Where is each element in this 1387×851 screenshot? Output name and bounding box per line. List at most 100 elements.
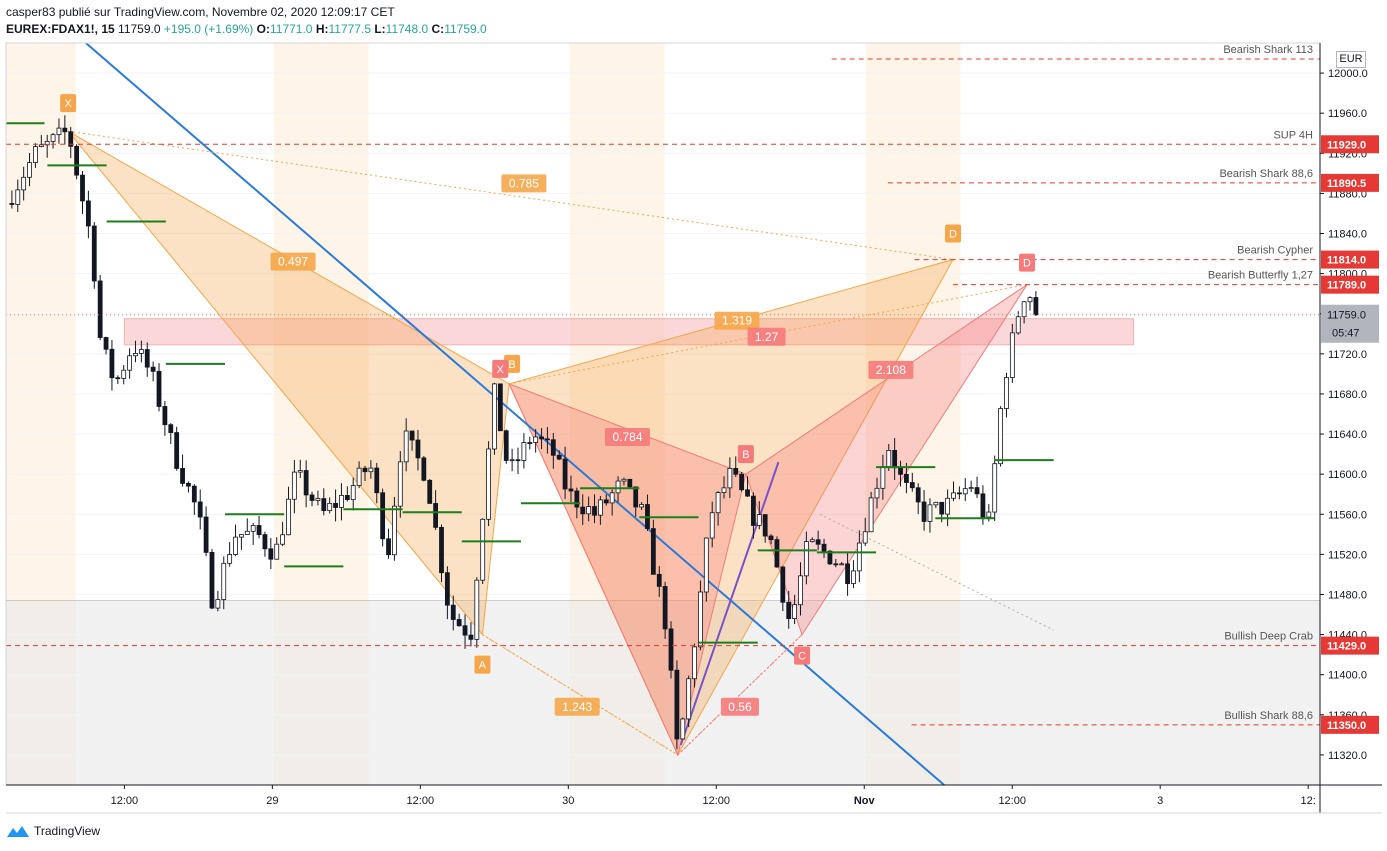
candle-body — [344, 495, 350, 500]
candle-body — [103, 337, 109, 350]
ratio-label-box — [604, 428, 650, 447]
price-tag-box — [1321, 135, 1379, 154]
candle-body — [450, 604, 456, 620]
price-level-label: Bullish Shark 88,6 — [1224, 710, 1313, 722]
candle-body — [751, 495, 756, 526]
pattern-ac-line — [677, 634, 803, 756]
price-tag-text: 11814.0 — [1327, 255, 1366, 267]
candle-body — [74, 145, 80, 176]
price-tag-text: 11350.0 — [1327, 720, 1366, 732]
y-tick-label: 11600.0 — [1328, 469, 1367, 481]
y-tick-label: 11680.0 — [1328, 389, 1367, 401]
y-tick-label: 11400.0 — [1328, 670, 1367, 682]
candle-body — [239, 534, 244, 538]
candle-body — [868, 497, 874, 533]
candle-body — [444, 572, 450, 606]
candle-body — [91, 225, 97, 282]
candle-body — [1021, 301, 1027, 318]
candle-body — [162, 406, 168, 426]
price-tag-text: 11929.0 — [1327, 139, 1366, 151]
candle-body — [468, 634, 474, 640]
candle-body — [362, 467, 368, 473]
y-tick-label: 11480.0 — [1328, 589, 1367, 601]
high-key: H: — [315, 22, 329, 36]
candle-body — [980, 493, 986, 518]
x-tick-label: 12:00 — [407, 795, 435, 807]
pattern-point-label: C — [794, 646, 811, 665]
candle-body — [851, 570, 856, 585]
last-price-tag: 11759.0 05:47 — [1321, 304, 1379, 343]
candle-body — [621, 478, 627, 482]
candle-body — [121, 369, 127, 379]
candle-body — [233, 536, 238, 555]
candles — [9, 115, 1039, 750]
candle-body — [550, 439, 556, 456]
candle-body — [627, 478, 633, 488]
candle-body — [156, 370, 162, 407]
pattern-point-text: B — [508, 359, 515, 371]
price-level-label: Bearish Shark 88,6 — [1219, 168, 1313, 180]
candle-body — [956, 492, 962, 495]
price-tag: 11429.0 — [1321, 636, 1379, 655]
ratio-label: 2.108 — [868, 360, 914, 379]
candle-body — [597, 499, 603, 516]
x-tick-label: 3 — [1157, 795, 1163, 807]
candle-body — [9, 203, 15, 205]
pattern-point-label: X — [492, 359, 509, 378]
candle-body — [703, 537, 709, 593]
pattern-point-label: A — [474, 655, 491, 674]
candle-body — [274, 543, 280, 560]
demand-zone — [6, 600, 1320, 785]
candle-body — [774, 539, 780, 568]
candle-body — [415, 439, 421, 459]
candle-body — [474, 579, 480, 640]
candle-body — [215, 599, 221, 609]
price-tag-box — [1321, 275, 1379, 294]
ratio-label-box — [714, 311, 760, 330]
y-tick-label: 11640.0 — [1328, 429, 1367, 441]
candle-body — [568, 488, 574, 492]
candle-body — [686, 678, 692, 720]
candle-body — [497, 383, 503, 432]
candle-body — [880, 466, 886, 489]
plot-area: 1.618(11934.0)1.272(11829.5)1(11747.0)0.… — [6, 0, 1320, 785]
candle-body — [439, 526, 444, 574]
fib-level-label: 1(11747.0) — [660, 0, 712, 3]
candle-body — [886, 449, 892, 468]
symbol-label[interactable]: EUREX:FDAX1!, 15 — [6, 22, 115, 36]
candle-body — [309, 494, 315, 501]
candle-body — [580, 506, 586, 515]
ratio-label: 1.319 — [714, 311, 760, 330]
tradingview-logo: TradingView — [6, 824, 100, 838]
pattern-point-text: B — [742, 449, 749, 461]
candle-body — [286, 498, 291, 536]
price-tag: 11350.0 — [1321, 715, 1379, 734]
candle-body — [603, 499, 609, 504]
high-value: 11777.5 — [328, 22, 372, 36]
y-tick-label: 12000.0 — [1328, 68, 1368, 80]
candle-body — [821, 543, 827, 552]
candle-body — [339, 495, 344, 508]
y-tick-label: 11840.0 — [1328, 229, 1367, 241]
candle-body — [768, 535, 774, 541]
pattern-point-box — [945, 224, 962, 243]
candle-body — [97, 280, 103, 338]
candle-body — [433, 503, 439, 528]
candle-body — [368, 467, 374, 473]
candle-body — [656, 573, 662, 587]
candle-body — [38, 144, 44, 147]
ratio-label: 1.27 — [747, 327, 786, 346]
candle-body — [333, 502, 338, 508]
candle-body — [515, 459, 521, 462]
candle-body — [33, 146, 38, 164]
candle-body — [945, 497, 951, 515]
currency-button[interactable]: EUR — [1336, 51, 1366, 68]
price-tag: 11890.5 — [1321, 173, 1379, 192]
ratio-label: 0.785 — [501, 174, 547, 193]
x-tick-label: 30 — [562, 795, 574, 807]
ratio-label-box — [720, 697, 759, 716]
candle-body — [721, 487, 727, 493]
price-tag-text: 11429.0 — [1327, 641, 1366, 653]
close-key: C: — [431, 22, 445, 36]
